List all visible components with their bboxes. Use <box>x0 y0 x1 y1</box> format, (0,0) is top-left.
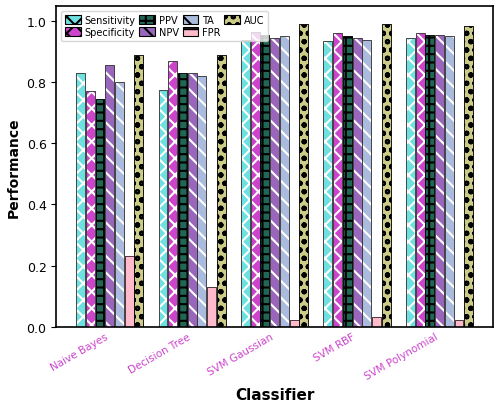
Bar <box>372 318 381 327</box>
Bar <box>178 74 187 327</box>
Bar <box>280 37 289 327</box>
Bar <box>260 36 270 327</box>
Bar <box>76 74 85 327</box>
Bar <box>260 36 270 327</box>
Bar <box>124 257 134 327</box>
Bar <box>333 34 342 327</box>
Bar <box>426 36 434 327</box>
Bar <box>270 39 279 327</box>
Bar <box>188 74 196 327</box>
Bar <box>435 36 444 327</box>
Bar <box>333 34 342 327</box>
Bar <box>168 62 177 327</box>
Bar <box>115 83 124 327</box>
Bar <box>280 37 289 327</box>
Bar <box>198 77 206 327</box>
Bar <box>198 77 206 327</box>
Bar <box>406 39 415 327</box>
Bar <box>270 39 279 327</box>
Bar <box>207 287 216 327</box>
Bar <box>352 39 362 327</box>
Bar <box>406 39 415 327</box>
Bar <box>454 321 464 327</box>
Bar <box>134 56 143 327</box>
Bar <box>158 91 168 327</box>
Bar <box>96 100 104 327</box>
Bar <box>207 287 216 327</box>
Bar <box>324 42 332 327</box>
Bar <box>124 257 134 327</box>
Bar <box>96 100 104 327</box>
Bar <box>343 37 352 327</box>
Bar <box>134 56 143 327</box>
Bar <box>372 318 381 327</box>
Bar <box>86 92 95 327</box>
Bar <box>290 321 298 327</box>
Bar <box>416 34 424 327</box>
Bar <box>382 25 390 327</box>
Legend: Sensitivity, Specificity, PPV, NPV, TA, FPR, AUC: Sensitivity, Specificity, PPV, NPV, TA, … <box>61 12 268 41</box>
Bar <box>217 56 226 327</box>
Bar <box>290 321 298 327</box>
Bar <box>217 56 226 327</box>
Bar <box>300 25 308 327</box>
Bar <box>382 25 390 327</box>
Bar <box>464 27 473 327</box>
Bar <box>454 321 464 327</box>
Bar <box>464 27 473 327</box>
Bar <box>343 37 352 327</box>
Bar <box>86 92 95 327</box>
Bar <box>300 25 308 327</box>
Bar <box>352 39 362 327</box>
Bar <box>362 40 372 327</box>
Bar <box>241 40 250 327</box>
Bar <box>250 33 260 327</box>
Bar <box>445 37 454 327</box>
Bar <box>445 37 454 327</box>
Bar <box>324 42 332 327</box>
Bar <box>106 66 114 327</box>
Bar <box>106 66 114 327</box>
Bar <box>362 40 372 327</box>
Bar <box>158 91 168 327</box>
X-axis label: Classifier: Classifier <box>235 387 314 402</box>
Bar <box>435 36 444 327</box>
Bar <box>115 83 124 327</box>
Bar <box>76 74 85 327</box>
Bar <box>241 40 250 327</box>
Bar <box>426 36 434 327</box>
Y-axis label: Performance: Performance <box>7 117 21 217</box>
Bar <box>250 33 260 327</box>
Bar <box>416 34 424 327</box>
Bar <box>178 74 187 327</box>
Bar <box>168 62 177 327</box>
Bar <box>188 74 196 327</box>
